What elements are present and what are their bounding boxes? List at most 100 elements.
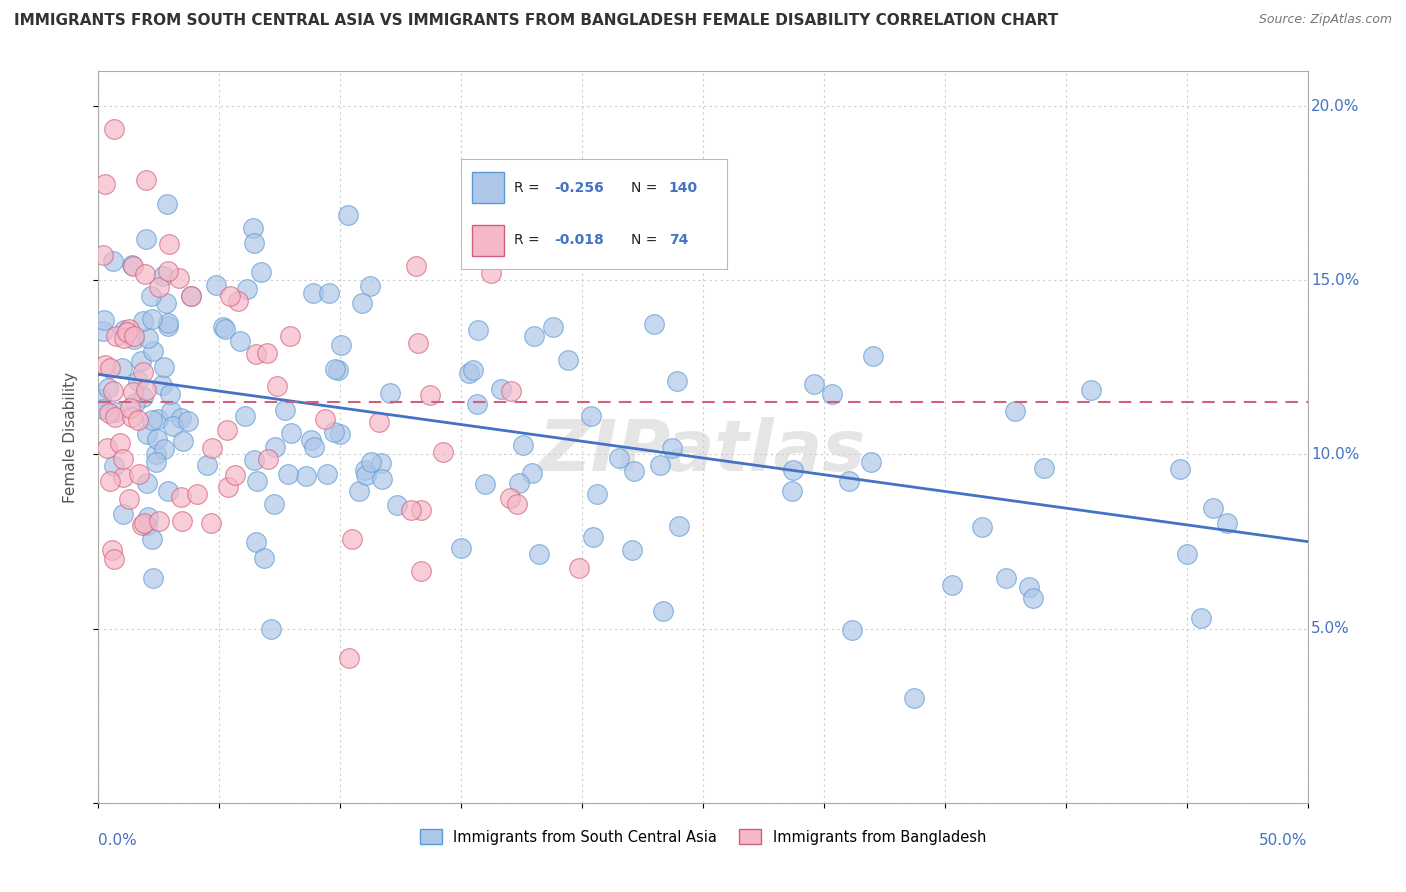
Immigrants from Bangladesh	[148, 280, 170, 294]
Immigrants from Bangladesh	[101, 384, 124, 399]
Immigrants from Bangladesh	[218, 289, 240, 303]
Immigrants from South Central Asia	[841, 624, 863, 638]
Immigrants from South Central Asia	[280, 426, 302, 441]
Immigrants from South Central Asia	[152, 269, 174, 284]
Immigrants from Bangladesh	[405, 259, 427, 273]
Immigrants from South Central Asia	[1080, 384, 1102, 398]
Immigrants from South Central Asia	[136, 510, 159, 524]
Immigrants from South Central Asia	[236, 282, 259, 296]
Immigrants from South Central Asia	[155, 295, 177, 310]
Immigrants from South Central Asia	[371, 472, 394, 486]
Immigrants from Bangladesh	[104, 409, 127, 424]
Immigrants from Bangladesh	[128, 467, 150, 482]
Text: Source: ZipAtlas.com: Source: ZipAtlas.com	[1258, 13, 1392, 27]
Immigrants from South Central Asia	[1201, 500, 1223, 515]
Immigrants from South Central Asia	[180, 289, 202, 303]
Immigrants from South Central Asia	[457, 366, 479, 380]
Immigrants from Bangladesh	[411, 502, 433, 516]
Immigrants from Bangladesh	[121, 410, 143, 425]
Immigrants from South Central Asia	[124, 396, 146, 410]
Immigrants from South Central Asia	[141, 532, 163, 546]
Immigrants from South Central Asia	[1032, 460, 1054, 475]
Immigrants from South Central Asia	[141, 312, 163, 326]
Immigrants from Bangladesh	[170, 490, 193, 504]
Immigrants from Bangladesh	[122, 385, 145, 400]
Immigrants from Bangladesh	[479, 266, 502, 280]
Immigrants from South Central Asia	[467, 323, 489, 337]
Immigrants from South Central Asia	[620, 542, 643, 557]
Immigrants from Bangladesh	[94, 177, 117, 191]
Immigrants from South Central Asia	[104, 405, 127, 419]
Text: 50.0%: 50.0%	[1260, 833, 1308, 848]
Immigrants from South Central Asia	[557, 353, 579, 368]
Immigrants from South Central Asia	[661, 441, 683, 455]
Immigrants from Bangladesh	[217, 480, 239, 494]
Immigrants from South Central Asia	[350, 295, 373, 310]
Immigrants from Bangladesh	[406, 336, 429, 351]
Immigrants from Bangladesh	[266, 379, 288, 393]
Immigrants from Bangladesh	[132, 365, 155, 379]
Immigrants from South Central Asia	[465, 396, 488, 410]
Text: 20.0%: 20.0%	[1312, 99, 1360, 113]
Immigrants from South Central Asia	[360, 454, 382, 468]
Immigrants from South Central Asia	[838, 474, 860, 488]
Immigrants from South Central Asia	[299, 433, 322, 447]
Immigrants from South Central Asia	[146, 412, 169, 426]
Immigrants from Bangladesh	[226, 294, 249, 309]
Immigrants from South Central Asia	[508, 475, 530, 490]
Immigrants from South Central Asia	[121, 258, 143, 272]
Immigrants from Bangladesh	[342, 532, 364, 546]
Immigrants from South Central Asia	[129, 354, 152, 368]
Immigrants from Bangladesh	[134, 267, 156, 281]
Immigrants from Bangladesh	[96, 441, 118, 455]
Immigrants from Bangladesh	[568, 560, 591, 574]
Immigrants from Bangladesh	[368, 415, 391, 429]
Immigrants from South Central Asia	[782, 463, 804, 477]
Immigrants from Bangladesh	[499, 491, 522, 505]
Immigrants from South Central Asia	[145, 455, 167, 469]
Immigrants from Bangladesh	[121, 259, 143, 273]
Immigrants from South Central Asia	[177, 414, 200, 428]
Immigrants from South Central Asia	[994, 571, 1017, 585]
Immigrants from South Central Asia	[1168, 462, 1191, 476]
Y-axis label: Female Disability: Female Disability	[63, 371, 77, 503]
Immigrants from South Central Asia	[607, 450, 630, 465]
Text: 0.0%: 0.0%	[98, 833, 138, 848]
Immigrants from Bangladesh	[118, 322, 141, 336]
Immigrants from Bangladesh	[419, 387, 441, 401]
Immigrants from South Central Asia	[135, 426, 157, 441]
Immigrants from South Central Asia	[380, 385, 402, 400]
Immigrants from South Central Asia	[97, 381, 120, 395]
Immigrants from South Central Asia	[233, 409, 256, 424]
Immigrants from Bangladesh	[115, 326, 138, 340]
Text: IMMIGRANTS FROM SOUTH CENTRAL ASIA VS IMMIGRANTS FROM BANGLADESH FEMALE DISABILI: IMMIGRANTS FROM SOUTH CENTRAL ASIA VS IM…	[14, 13, 1059, 29]
Immigrants from Bangladesh	[118, 401, 141, 415]
Immigrants from Bangladesh	[159, 237, 181, 252]
Immigrants from Bangladesh	[314, 411, 336, 425]
Immigrants from Bangladesh	[503, 228, 526, 243]
Immigrants from Bangladesh	[112, 331, 135, 345]
Immigrants from South Central Asia	[103, 458, 125, 473]
Immigrants from Bangladesh	[105, 328, 128, 343]
Immigrants from South Central Asia	[242, 221, 264, 235]
Immigrants from Bangladesh	[502, 205, 524, 219]
Immigrants from Bangladesh	[122, 328, 145, 343]
Immigrants from South Central Asia	[326, 363, 349, 377]
Text: ZIPatlas: ZIPatlas	[540, 417, 866, 486]
Immigrants from Bangladesh	[280, 329, 302, 343]
Legend: Immigrants from South Central Asia, Immigrants from Bangladesh: Immigrants from South Central Asia, Immi…	[413, 823, 993, 850]
Immigrants from South Central Asia	[146, 433, 169, 447]
Immigrants from South Central Asia	[152, 442, 174, 457]
Immigrants from South Central Asia	[780, 483, 803, 498]
Immigrants from South Central Asia	[294, 469, 316, 483]
Immigrants from South Central Asia	[1189, 611, 1212, 625]
Immigrants from Bangladesh	[337, 651, 360, 665]
Immigrants from South Central Asia	[157, 316, 180, 330]
Immigrants from Bangladesh	[98, 361, 121, 376]
Immigrants from South Central Asia	[229, 334, 252, 348]
Immigrants from Bangladesh	[461, 168, 484, 182]
Immigrants from South Central Asia	[205, 278, 228, 293]
Immigrants from Bangladesh	[101, 542, 124, 557]
Immigrants from South Central Asia	[135, 231, 157, 245]
Immigrants from South Central Asia	[1216, 516, 1239, 530]
